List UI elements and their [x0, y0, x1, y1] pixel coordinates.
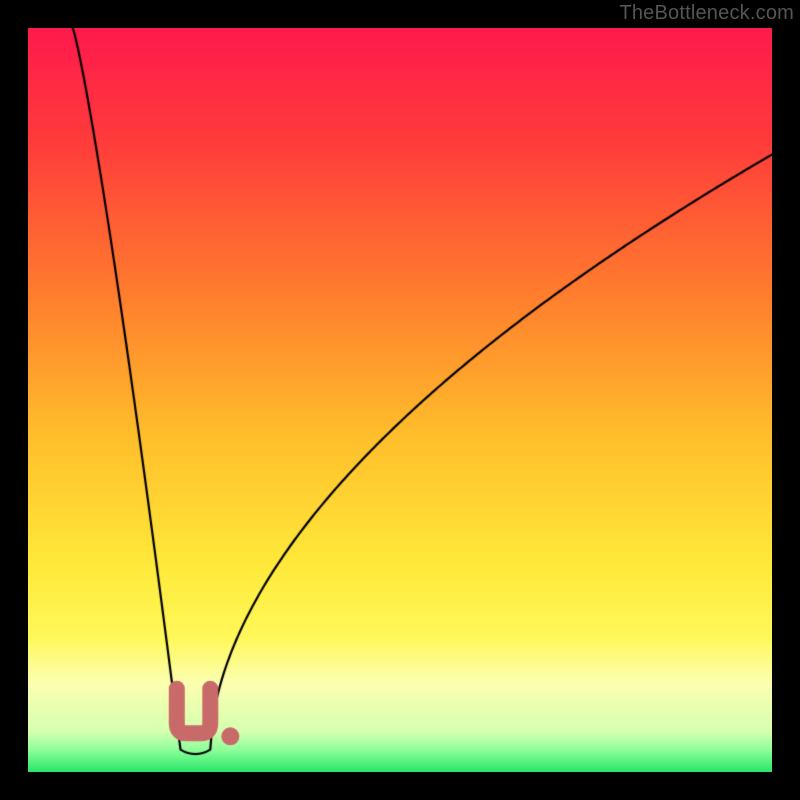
bottleneck-chart [28, 28, 772, 772]
chart-canvas [28, 28, 772, 772]
watermark-text: TheBottleneck.com [619, 2, 794, 25]
